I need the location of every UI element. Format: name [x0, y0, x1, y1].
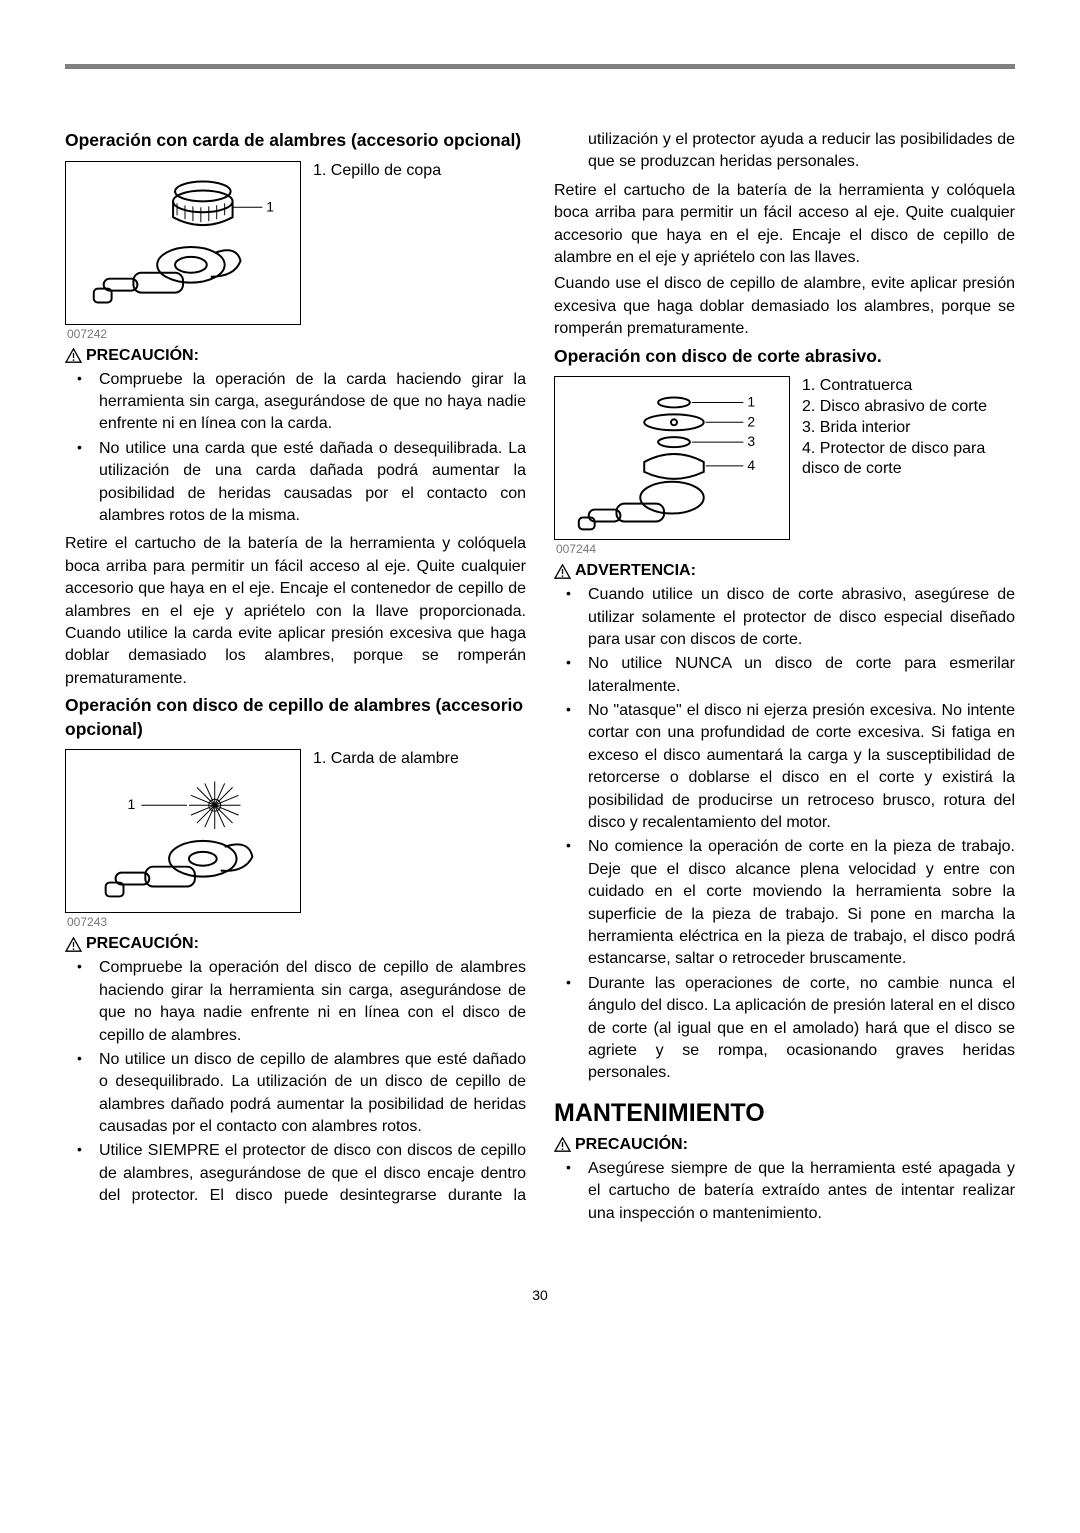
sec4-caution-list: Asegúrese siempre de que la herramienta … — [554, 1158, 1015, 1225]
sec2-legend: 1. Carda de alambre — [313, 749, 459, 770]
sec3-figure: 1 2 3 4 — [554, 376, 790, 540]
list-item: Compruebe la operación de la carda hacie… — [99, 369, 526, 436]
list-item: Cuando utilice un disco de corte abrasiv… — [588, 584, 1015, 651]
warning-triangle-icon — [65, 937, 82, 952]
sec4-caution-heading: PRECAUCIÓN: — [554, 1136, 1015, 1154]
sec2-para1: Retire el cartucho de la batería de la h… — [554, 180, 1015, 270]
sec1-para: Retire el cartucho de la batería de la h… — [65, 533, 526, 690]
sec1-caution-label: PRECAUCIÓN: — [86, 347, 199, 365]
sec2-legend-1: 1. Carda de alambre — [313, 749, 459, 770]
sec3-legend-2: 2. Disco abrasivo de corte — [802, 397, 1015, 418]
sec1-figure-row: 1 1. Cepillo de copa — [65, 161, 526, 325]
sec3-legend: 1. Contratuerca 2. Disco abrasivo de cor… — [802, 376, 1015, 480]
svg-text:1: 1 — [747, 394, 755, 410]
sec1-caution-heading: PRECAUCIÓN: — [65, 347, 526, 365]
sec3-warning-list: Cuando utilice un disco de corte abrasiv… — [554, 584, 1015, 1085]
list-item: Durante las operaciones de corte, no cam… — [588, 973, 1015, 1085]
svg-text:4: 4 — [747, 457, 755, 473]
svg-text:1: 1 — [266, 198, 274, 214]
warning-triangle-icon — [65, 348, 82, 363]
sec1-legend-1: 1. Cepillo de copa — [313, 161, 441, 182]
sec3-legend-1: 1. Contratuerca — [802, 376, 1015, 397]
sec3-legend-3: 3. Brida interior — [802, 418, 1015, 439]
sec3-warning-heading: ADVERTENCIA: — [554, 562, 1015, 580]
sec4-title: MANTENIMIENTO — [554, 1099, 1015, 1128]
svg-text:3: 3 — [747, 433, 755, 449]
list-item: No utilice una carda que esté dañada o d… — [99, 438, 526, 528]
sec1-fig-id: 007242 — [67, 327, 526, 341]
sec2-fig-id: 007243 — [67, 915, 526, 929]
warning-triangle-icon — [554, 564, 571, 579]
list-item: Compruebe la operación del disco de cepi… — [99, 957, 526, 1047]
warning-triangle-icon — [554, 1137, 571, 1152]
sec2-figure: 1 — [65, 749, 301, 913]
sec1-figure: 1 — [65, 161, 301, 325]
sec2-caution-label: PRECAUCIÓN: — [86, 935, 199, 953]
sec3-legend-4: 4. Protector de disco para disco de cort… — [802, 439, 1015, 481]
svg-text:2: 2 — [747, 413, 755, 429]
list-item: No utilice un disco de cepillo de alambr… — [99, 1049, 526, 1139]
list-item: No utilice NUNCA un disco de corte para … — [588, 653, 1015, 698]
sec1-caution-list: Compruebe la operación de la carda hacie… — [65, 369, 526, 528]
sec2-figure-row: 1 1. Carda de alambre — [65, 749, 526, 913]
page-body: Operación con carda de alambres (accesor… — [0, 69, 1080, 1275]
sec2-para2: Cuando use el disco de cepillo de alambr… — [554, 273, 1015, 340]
list-item: No comience la operación de corte en la … — [588, 836, 1015, 970]
sec3-fig-id: 007244 — [556, 542, 1015, 556]
list-item: No "atasque" el disco ni ejerza presión … — [588, 700, 1015, 834]
svg-text:1: 1 — [127, 797, 135, 813]
sec3-title: Operación con disco de corte abrasivo. — [554, 345, 1015, 369]
sec3-warning-label: ADVERTENCIA: — [575, 562, 696, 580]
sec2-caution-heading: PRECAUCIÓN: — [65, 935, 526, 953]
sec3-figure-row: 1 2 3 4 1. Contratuerca 2. Disco abrasiv… — [554, 376, 1015, 540]
list-item: Asegúrese siempre de que la herramienta … — [588, 1158, 1015, 1225]
sec4-caution-label: PRECAUCIÓN: — [575, 1136, 688, 1154]
sec1-legend: 1. Cepillo de copa — [313, 161, 441, 182]
page-number: 30 — [0, 1287, 1080, 1303]
sec1-title: Operación con carda de alambres (accesor… — [65, 129, 526, 153]
sec2-title: Operación con disco de cepillo de alambr… — [65, 694, 526, 741]
